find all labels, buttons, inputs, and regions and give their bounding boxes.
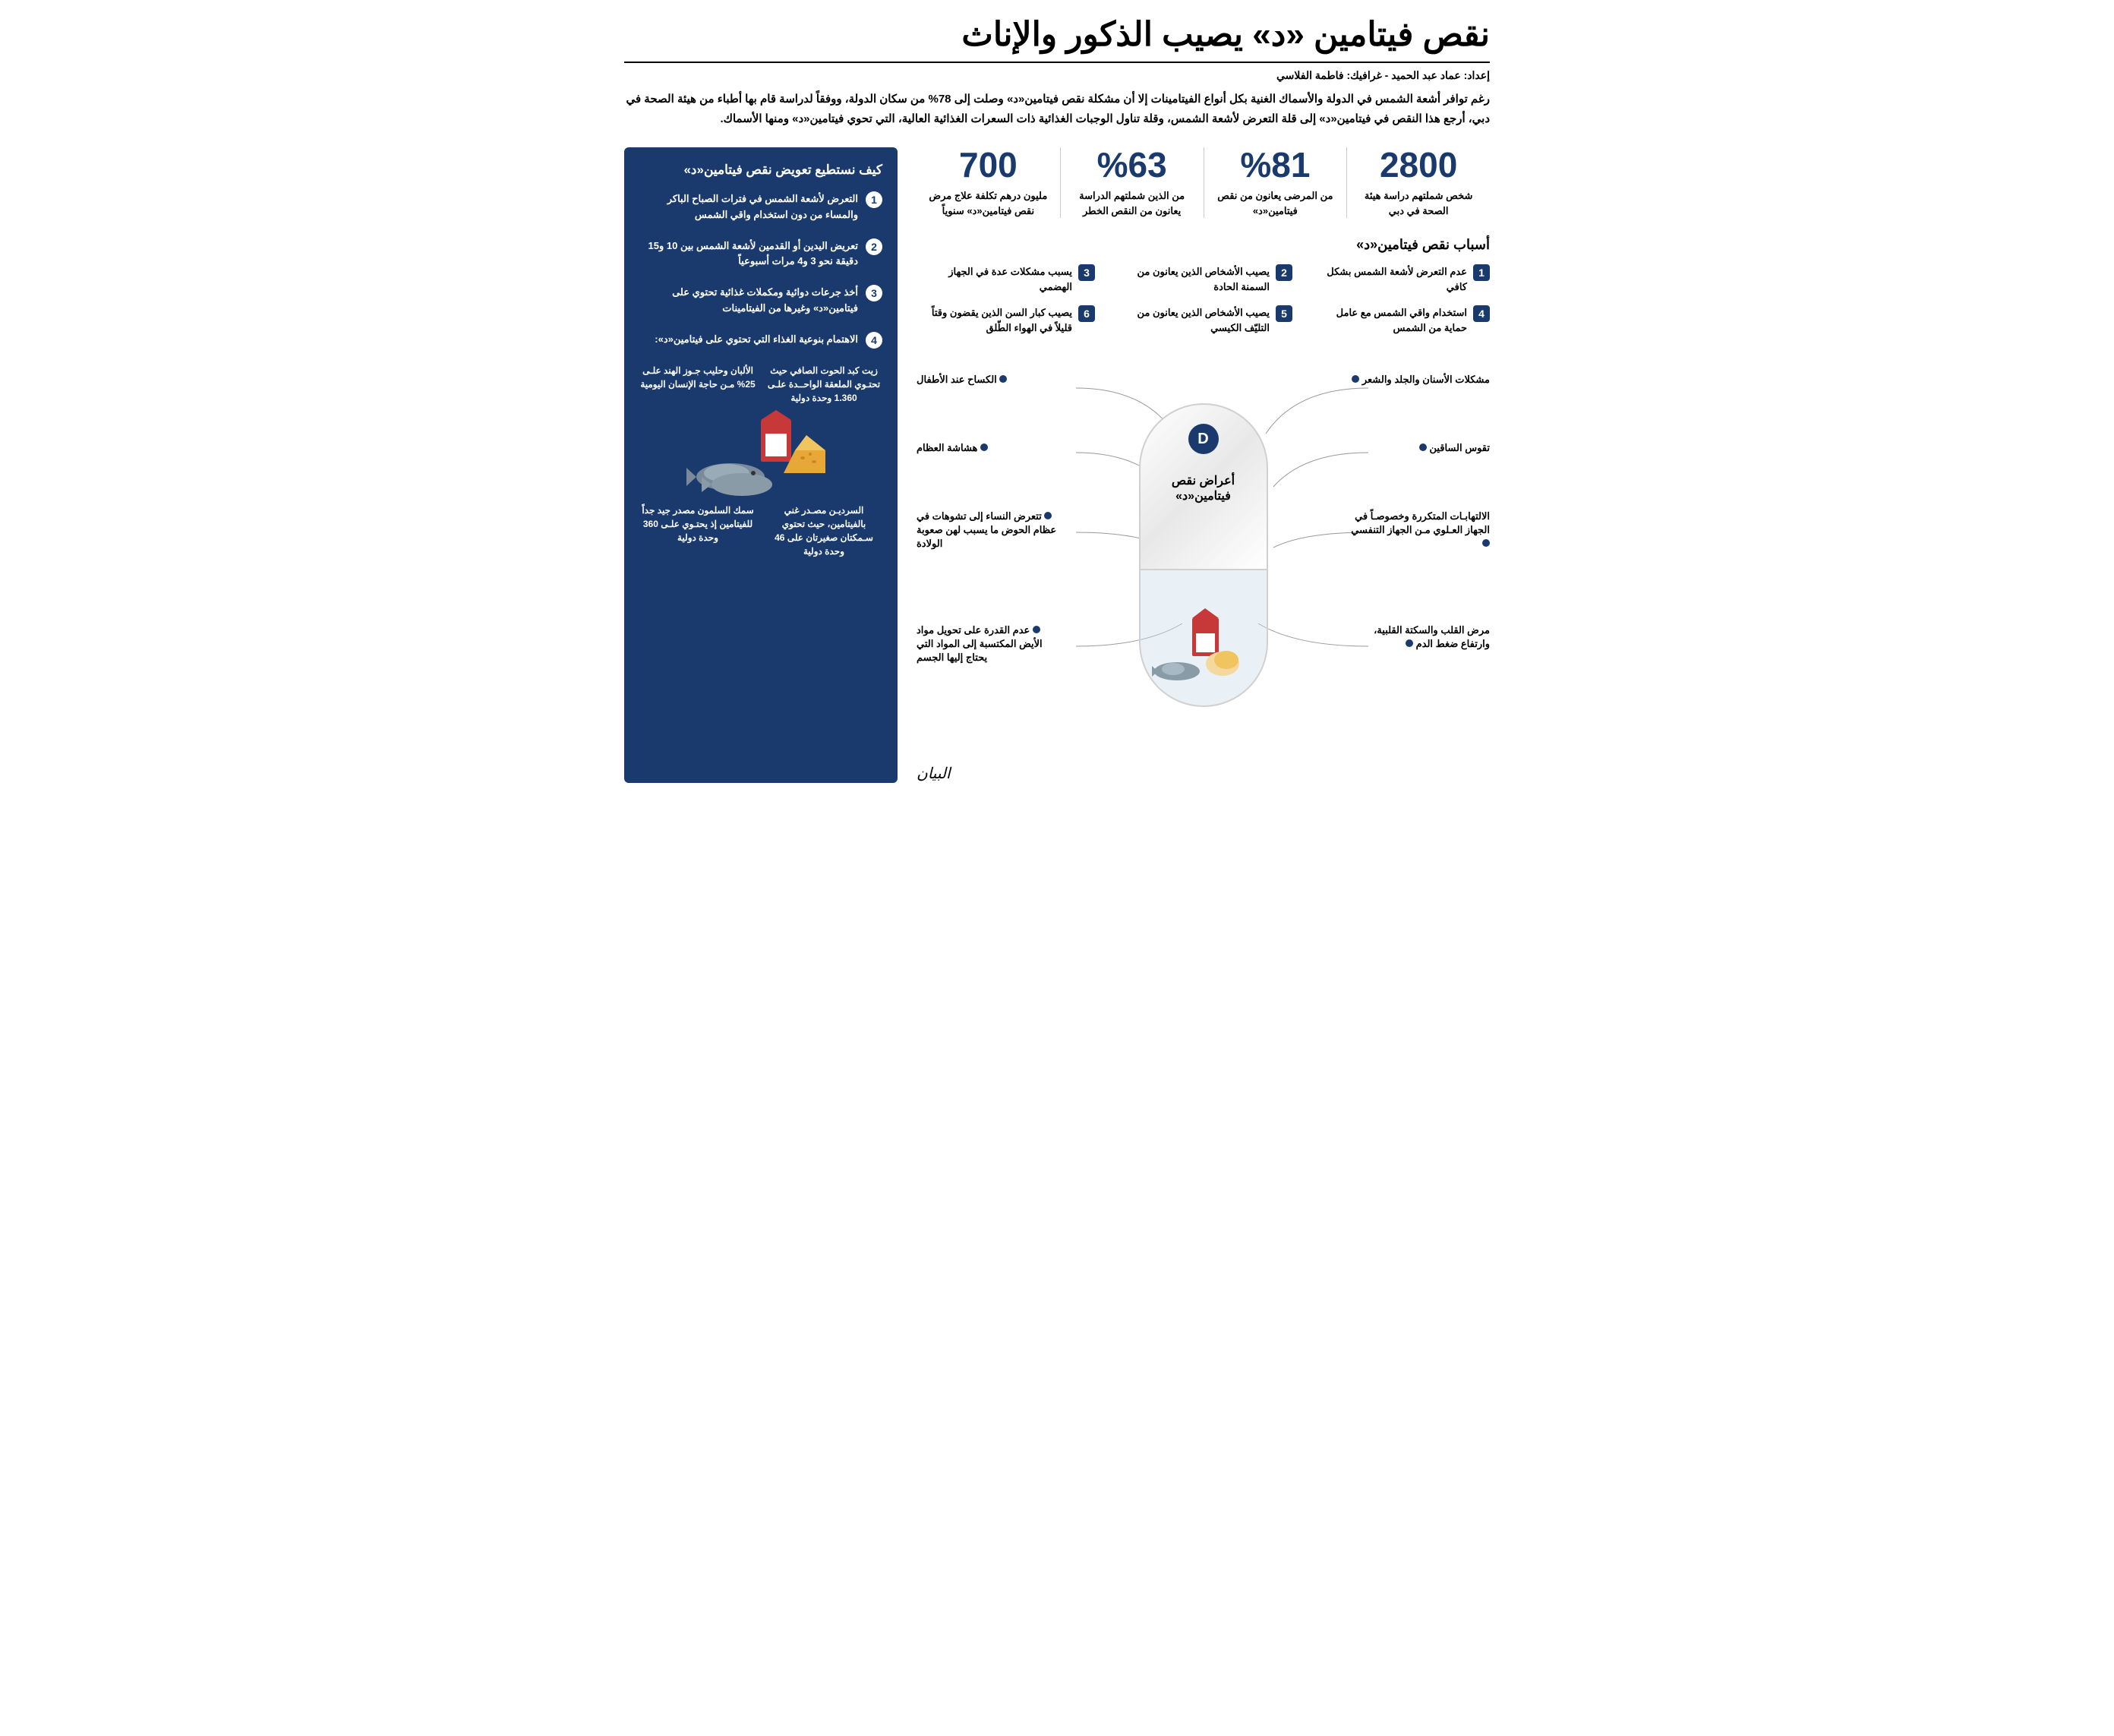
stat-item: %81 من المرضى يعانون من نقص فيتامين«د» (1204, 147, 1347, 218)
cause-item: 2 يصيب الأشخاص الذين يعانون من السمنة الح… (1114, 264, 1292, 294)
vitamin-d-badge: D (1188, 424, 1219, 454)
number-badge: 1 (866, 191, 882, 208)
symptom-text: مشكلات الأسنان والجلد والشعر (1362, 374, 1490, 385)
food-cell: سمك السلمون مصدر جيد جداً للفيتامين إذ ي… (639, 503, 756, 558)
symptom-item: عدم القدرة على تحويل مواد الأيض المكتسبة… (917, 623, 1061, 665)
causes-grid: 1 عدم التعرض لأشعة الشمس بشكل كافي 2 يصيب … (917, 264, 1490, 335)
main-grid: 2800 شخص شملتهم دراسة هيئة الصحة في دبي … (624, 147, 1490, 783)
byline: إعداد: عماد عبد الحميد - غرافيك: فاطمة ا… (624, 69, 1490, 82)
stat-number: %63 (1068, 147, 1196, 182)
stat-label: شخص شملتهم دراسة هيئة الصحة في دبي (1355, 188, 1482, 218)
sidebar-title: كيف نستطيع تعويض نقص فيتامين«د» (639, 163, 882, 178)
stats-row: 2800 شخص شملتهم دراسة هيئة الصحة في دبي … (917, 147, 1490, 218)
cause-item: 4 استخدام واقي الشمس مع عامل حماية من الش… (1311, 305, 1490, 335)
bullet-icon (1482, 539, 1490, 547)
number-badge: 6 (1078, 305, 1095, 322)
tip-item: 4 الاهتمام بنوعية الغذاء التي تحتوي على ف… (639, 332, 882, 349)
cause-text: عدم التعرض لأشعة الشمس بشكل كافي (1311, 264, 1467, 294)
symptom-text: تقوس الساقين (1429, 442, 1490, 453)
stat-number: 700 (924, 147, 1052, 182)
tip-item: 3 أخذ جرعات دوائية ومكملات غذائية تحتوي ع… (639, 285, 882, 317)
food-cell: زيت كبد الحوت الصافي حيث تحتـوي الملعقة … (765, 364, 882, 405)
stat-number: 2800 (1355, 147, 1482, 182)
food-text: زيت كبد الحوت الصافي حيث تحتـوي الملعقة … (768, 365, 880, 403)
bullet-icon (1419, 443, 1427, 451)
stat-item: %63 من الذين شملتهم الدراسة يعانون من ال… (1060, 147, 1204, 218)
cause-item: 3 يسبب مشكلات عدة في الجهاز الهضمي (917, 264, 1095, 294)
number-badge: 3 (866, 285, 882, 301)
cause-text: يسبب مشكلات عدة في الجهاز الهضمي (917, 264, 1072, 294)
symptom-item: الالتهابـات المتكررة وخصوصـاً في الجهاز … (1346, 510, 1490, 551)
food-text: سمك السلمون مصدر جيد جداً للفيتامين إذ ي… (642, 505, 753, 543)
food-cell: الألبان وحليب جـوز الهند علـى 25% مـن حا… (639, 364, 756, 405)
bullet-icon (1033, 626, 1040, 633)
symptom-item: تقوس الساقين (1346, 441, 1490, 455)
tip-text: التعرض لأشعة الشمس في فترات الصباح الباك… (639, 191, 858, 223)
symptom-text: تتعرض النساء إلى تشوهات في عظام الحوض ما… (917, 510, 1056, 549)
headline: نقص فيتامين «د» يصيب الذكور والإناث (624, 15, 1490, 63)
bullet-icon (980, 443, 988, 451)
symptom-text: مرض القلب والسكتة القلبية، وارتفاع ضغط ا… (1374, 624, 1490, 649)
bullet-icon (1044, 512, 1052, 519)
symptom-item: تتعرض النساء إلى تشوهات في عظام الحوض ما… (917, 510, 1061, 551)
capsule-label: أعراض نقص فيتامين«د» (1166, 473, 1242, 503)
tip-text: تعريض اليدين أو القدمين لأشعة الشمس بين … (639, 238, 858, 270)
cause-text: استخدام واقي الشمس مع عامل حماية من الشم… (1311, 305, 1467, 335)
number-badge: 2 (866, 238, 882, 255)
bullet-icon (1352, 375, 1359, 383)
number-badge: 4 (1473, 305, 1490, 322)
cause-item: 1 عدم التعرض لأشعة الشمس بشكل كافي (1311, 264, 1490, 294)
cause-item: 6 يصيب كبار السن الذين يقضون وقتاً قليلاً… (917, 305, 1095, 335)
symptom-item: الكساح عند الأطفال (917, 373, 1061, 387)
page-root: نقص فيتامين «د» يصيب الذكور والإناث إعدا… (601, 0, 1513, 798)
tip-item: 1 التعرض لأشعة الشمس في فترات الصباح البا… (639, 191, 882, 223)
stat-label: مليون درهم تكلفة علاج مرض نقص فيتامين«د»… (924, 188, 1052, 218)
tip-text: أخذ جرعات دوائية ومكملات غذائية تحتوي عل… (639, 285, 858, 317)
publication-logo: البيان (917, 764, 1490, 783)
cause-item: 5 يصيب الأشخاص الذين يعانون من التليّف ال… (1114, 305, 1292, 335)
symptom-item: مشكلات الأسنان والجلد والشعر (1346, 373, 1490, 387)
food-text: السرديـن مصـدر غني بالفيتامين، حيث تحتوي… (775, 505, 873, 557)
bullet-icon (1406, 639, 1413, 647)
tip-text: الاهتمام بنوعية الغذاء التي تحتوي على في… (655, 332, 858, 348)
tip-item: 2 تعريض اليدين أو القدمين لأشعة الشمس بين… (639, 238, 882, 270)
stat-item: 2800 شخص شملتهم دراسة هيئة الصحة في دبي (1346, 147, 1490, 218)
number-badge: 4 (866, 332, 882, 349)
symptom-item: مرض القلب والسكتة القلبية، وارتفاع ضغط ا… (1346, 623, 1490, 651)
sidebar-panel: كيف نستطيع تعويض نقص فيتامين«د» 1 التعرض … (624, 147, 898, 783)
food-grid: زيت كبد الحوت الصافي حيث تحتـوي الملعقة … (639, 364, 882, 558)
number-badge: 3 (1078, 264, 1095, 281)
intro-paragraph: رغم توافر أشعة الشمس في الدولة والأسماك … (624, 90, 1490, 128)
stat-label: من الذين شملتهم الدراسة يعانون من النقص … (1068, 188, 1196, 218)
capsule-graphic: D أعراض نقص فيتامين«د» (1139, 403, 1268, 707)
number-badge: 2 (1276, 264, 1292, 281)
stat-item: 700 مليون درهم تكلفة علاج مرض نقص فيتامي… (917, 147, 1060, 218)
main-column: 2800 شخص شملتهم دراسة هيئة الصحة في دبي … (917, 147, 1490, 783)
dairy-fish-icon (639, 420, 882, 488)
capsule-top: D أعراض نقص فيتامين«د» (1139, 403, 1268, 570)
cause-text: يصيب كبار السن الذين يقضون وقتاً قليلاً … (917, 305, 1072, 335)
stat-label: من المرضى يعانون من نقص فيتامين«د» (1212, 188, 1339, 218)
cause-text: يصيب الأشخاص الذين يعانون من السمنة الحا… (1114, 264, 1270, 294)
number-badge: 5 (1276, 305, 1292, 322)
capsule-bottom (1139, 570, 1268, 707)
cause-text: يصيب الأشخاص الذين يعانون من التليّف الك… (1114, 305, 1270, 335)
number-badge: 1 (1473, 264, 1490, 281)
stat-number: %81 (1212, 147, 1339, 182)
capsule-foods-icon (1150, 607, 1257, 698)
food-cell: السرديـن مصـدر غني بالفيتامين، حيث تحتوي… (765, 503, 882, 558)
bullet-icon (999, 375, 1007, 383)
symptom-item: هشاشة العظام (917, 441, 1061, 455)
symptom-text: الالتهابـات المتكررة وخصوصـاً في الجهاز … (1351, 510, 1490, 535)
causes-title: أسباب نقص فيتامين«د» (917, 237, 1490, 253)
symptom-text: هشاشة العظام (917, 442, 977, 453)
food-text: الألبان وحليب جـوز الهند علـى 25% مـن حا… (640, 365, 755, 390)
symptom-text: الكساح عند الأطفال (917, 374, 997, 385)
capsule-diagram: D أعراض نقص فيتامين«د» (917, 358, 1490, 753)
food-cell (639, 414, 882, 494)
symptom-text: عدم القدرة على تحويل مواد الأيض المكتسبة… (917, 624, 1043, 663)
